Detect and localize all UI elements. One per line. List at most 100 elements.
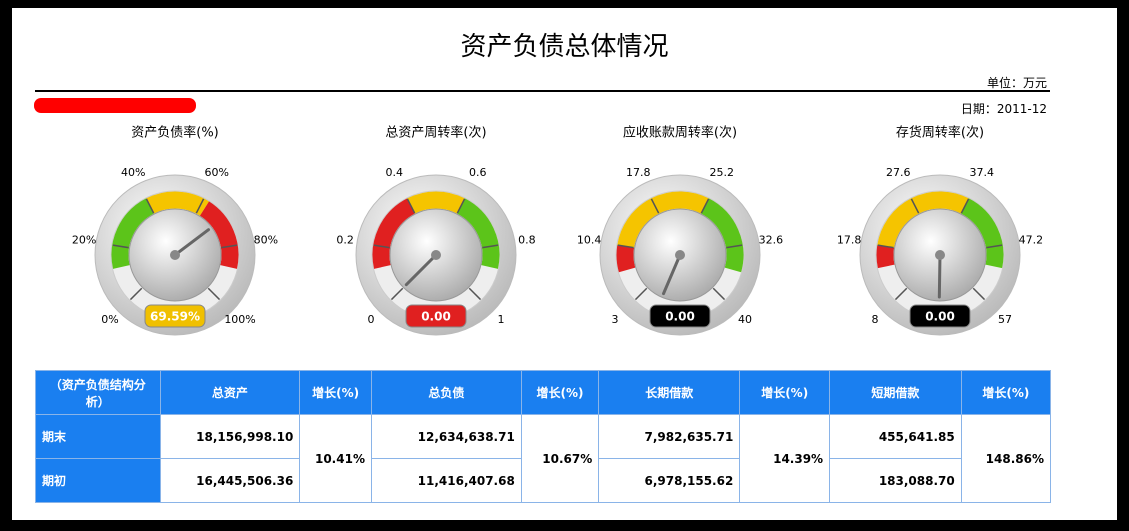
gauge-tick [986, 244, 1003, 249]
gauge-tick [145, 198, 155, 214]
gauge-tick-label: 60% [205, 166, 229, 179]
gauge-value: 69.59% [150, 310, 200, 324]
gauges: 资产负债率(%) 0% 20% 40% 60% 80% 100% 69.59% 总资产周转率(次… [72, 125, 1044, 336]
gauge-tick [390, 287, 404, 301]
table: （资产负债结构分析） 总资产 增长(%) 总负债 增长(%) 长期借款 增长(%) 短期借款增… [35, 370, 1052, 503]
gauge-band [616, 245, 636, 273]
amount-cell: 6,978,155.62 [598, 458, 741, 503]
gauge-value-box [649, 304, 711, 328]
header-cell: 总资产 [159, 370, 301, 415]
gauge-tick [634, 287, 648, 301]
header-cell: 短期借款 [829, 370, 962, 415]
row-label: 期末 [35, 414, 161, 459]
gauge-tick-label: 0 [367, 313, 374, 326]
header-cell: 增长(%) [739, 370, 831, 415]
header-cell: 增长(%) [520, 370, 600, 415]
gauge-hub [675, 250, 685, 260]
amount-cell: 12,634,638.71 [370, 414, 522, 459]
gauge-tick-label: 47.2 [1019, 234, 1044, 247]
amount-cell: 183,088.70 [829, 458, 962, 503]
gauge-tick-label: 40% [121, 166, 145, 179]
title: 资产负债总体情况 [460, 32, 669, 62]
gauge-tick-label: 25.2 [710, 166, 735, 179]
gauge-value-box [144, 304, 206, 328]
gauge-tick-label: 10.4 [577, 234, 602, 247]
gauge-tick-label: 0.6 [469, 166, 487, 179]
gauge-title: 总资产周转率(次) [385, 125, 486, 141]
gauge-tick-label: 3 [611, 313, 618, 326]
gauge-tick [129, 287, 143, 301]
gauge-band [111, 198, 155, 269]
growth-cell: 10.41% [299, 414, 372, 503]
gauge-tick [894, 287, 908, 301]
gauge-tick [617, 244, 634, 249]
gauge-tick-label: 100% [224, 313, 255, 326]
gauge-tick-label: 0.4 [385, 166, 403, 179]
gauge-needle [937, 253, 942, 299]
growth-cell: 10.67% [520, 414, 600, 503]
gauge-needle [662, 253, 682, 296]
amount-cell: 455,641.85 [829, 414, 962, 459]
data-row: 期末 18,156,998.10 10.41% 12,634,638.71 10.67%… [35, 414, 1052, 503]
gauge-band [146, 191, 210, 216]
gauge-band [199, 201, 239, 269]
gauge-tick-label: 0.8 [518, 234, 536, 247]
gauge-value-box [909, 304, 971, 328]
gauge-tick-label: 80% [254, 234, 278, 247]
gauge-tick-label: 8 [871, 313, 878, 326]
gauge-value: 0.00 [421, 310, 451, 324]
gauge-tick [910, 198, 920, 214]
gauge-value: 0.00 [665, 310, 695, 324]
unit: 单位：万元 [986, 76, 1047, 90]
gauge-band [456, 198, 500, 269]
gauge-tick [482, 244, 499, 249]
amount-cell: 18,156,998.10 [159, 414, 301, 459]
gauge-tick [195, 198, 205, 214]
header-cell: 增长(%) [960, 370, 1052, 415]
gauge-tick [712, 287, 726, 301]
gauge-hub [935, 250, 945, 260]
gauge-title: 存货周转率(次) [896, 125, 984, 141]
amount-cell: 7,982,635.71 [598, 414, 741, 459]
gauge-tick-label: 1 [498, 313, 505, 326]
gauge-title: 应收账款周转率(次) [623, 125, 737, 141]
gauge-tick-label: 0% [101, 313, 118, 326]
gauge-band [700, 198, 744, 273]
gauge-tick [112, 244, 129, 249]
gauge-band [372, 198, 416, 269]
gauge-tick-label: 20% [72, 234, 96, 247]
header-cell: （资产负债结构分析） [35, 370, 161, 415]
row-label: 期初 [35, 458, 161, 503]
gauge-band [960, 198, 1004, 269]
growth-cell: 14.39% [739, 414, 831, 503]
gauge-tick-label: 40 [738, 313, 752, 326]
gauge-tick-label: 57 [998, 313, 1012, 326]
gauge-tick [700, 198, 710, 214]
gauge-hub [431, 250, 441, 260]
rule [35, 90, 1050, 92]
gauge-tick-label: 27.6 [886, 166, 911, 179]
gauge-band [876, 245, 895, 269]
gauge-tick [207, 287, 221, 301]
data-row: 期初 16,445,506.36 11,416,407.68 6,978,155.62… [35, 458, 1051, 503]
gauge-band [407, 191, 465, 214]
gauge-tick [456, 198, 466, 214]
gauge-tick-label: 37.4 [970, 166, 995, 179]
gauge-tick-label: 0.2 [336, 234, 354, 247]
gauge-tick-label: 17.8 [837, 234, 862, 247]
gauge-tick [972, 287, 986, 301]
gauge-tick-label: 32.6 [759, 234, 784, 247]
header-cell: 长期借款 [598, 370, 741, 415]
redaction [34, 98, 196, 113]
date: 日期：2011-12 [960, 102, 1047, 116]
header-cell: 总负债 [370, 370, 522, 415]
gauge-needle [404, 253, 438, 287]
gauge-tick [468, 287, 482, 301]
gauge-tick [650, 198, 660, 214]
gauge-tick [960, 198, 970, 214]
gauge-title: 资产负债率(%) [131, 125, 219, 141]
amount-cell: 11,416,407.68 [370, 458, 522, 503]
gauge-hub [170, 250, 180, 260]
growth-cell: 148.86% [960, 414, 1052, 503]
